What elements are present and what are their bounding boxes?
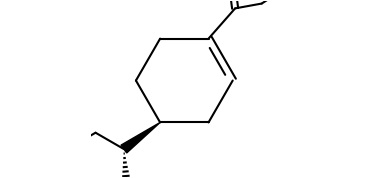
Polygon shape bbox=[121, 122, 160, 153]
